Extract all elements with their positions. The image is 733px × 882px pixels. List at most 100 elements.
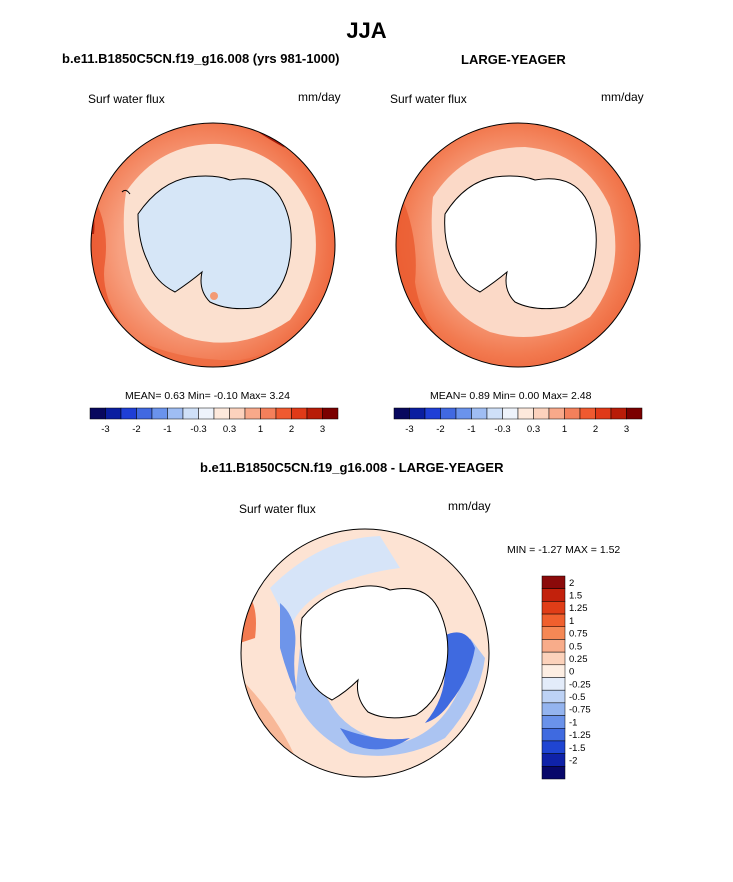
panel2-mean-label: MEAN= — [430, 390, 467, 402]
panel2-variable-label: Surf water flux — [390, 92, 467, 106]
panel2-colorbar-swatch — [393, 407, 410, 420]
panel2-map-border — [395, 122, 641, 368]
panel3-colorbar-tick-label: 1.5 — [569, 591, 582, 602]
panel3-colorbar-tick-label: -1.25 — [569, 730, 591, 741]
panel3-colorbar-swatch — [541, 575, 566, 589]
panel2-colorbar-swatch — [517, 407, 534, 420]
panel3-min-value: -1.27 — [538, 544, 563, 556]
panel3-colorbar-swatch — [541, 588, 566, 602]
panel1-colorbar-swatch — [198, 407, 215, 420]
panel1-colorbar-tick-label: -2 — [132, 424, 140, 435]
panel1-colorbar-swatch — [105, 407, 122, 420]
panel1-colorbar-swatch — [260, 407, 277, 420]
panel1-map-border — [90, 122, 336, 368]
panel1-colorbar-tick-label: -1 — [163, 424, 171, 435]
panel3-colorbar-tick-label: -1.5 — [569, 743, 585, 754]
panel2-colorbar-tick-label: 0.3 — [527, 424, 540, 435]
panel1-units-label: mm/day — [298, 90, 341, 104]
panel3-colorbar-swatch — [541, 728, 566, 742]
panel2-colorbar-tick-label: -1 — [467, 424, 475, 435]
panel3-colorbar-tick-label: -0.5 — [569, 692, 585, 703]
panel2-colorbar-swatch — [409, 407, 426, 420]
panel1-antarctica — [137, 175, 292, 310]
panel1-colorbar-tick-label: -3 — [101, 424, 109, 435]
panel3-colorbar-swatch — [541, 677, 566, 691]
panel3-map — [240, 528, 490, 778]
panel2-colorbar-swatch — [533, 407, 550, 420]
panel3-colorbar-tick-label: -0.25 — [569, 679, 591, 690]
panel2-colorbar-swatch — [471, 407, 488, 420]
panel1-colorbar-swatch — [306, 407, 323, 420]
panel3-colorbar-swatch — [541, 766, 566, 780]
panel2-map — [395, 122, 641, 368]
panel3-max-value: 1.52 — [599, 544, 621, 556]
panel2-colorbar-swatch — [564, 407, 581, 420]
panel2-colorbar-swatch — [440, 407, 457, 420]
panel2-colorbar-swatch — [548, 407, 565, 420]
panel3-colorbar-swatch — [541, 753, 566, 767]
panel3-max-label: MAX = — [565, 544, 597, 556]
panel1-colorbar-swatch — [229, 407, 246, 420]
panel3-colorbar-tick-label: 0 — [569, 667, 574, 678]
panel1-map — [90, 122, 336, 368]
panel3-colorbar-tick-label: 0.5 — [569, 641, 582, 652]
panel2-colorbar-tick-label: 3 — [624, 424, 629, 435]
panel1-colorbar-swatch — [151, 407, 168, 420]
panel2-colorbar-swatch — [424, 407, 441, 420]
panel3-colorbar-tick-label: -0.75 — [569, 705, 591, 716]
panel2-colorbar-tick-label: 1 — [562, 424, 567, 435]
panel1-coast-fragment — [121, 189, 131, 195]
panel3-colorbar-tick-label: -1 — [569, 717, 577, 728]
panel3-colorbar-tick-label: 1.25 — [569, 603, 588, 614]
panel3-header: b.e11.B1850C5CN.f19_g16.008 - LARGE-YEAG… — [200, 460, 504, 475]
panel3-colorbar-tick-label: -2 — [569, 755, 577, 766]
panel2-colorbar-swatch — [610, 407, 627, 420]
panel2-colorbar-swatch — [626, 407, 643, 420]
panel3-colorbar-swatch — [541, 702, 566, 716]
panel2-colorbar-tick-label: -0.3 — [494, 424, 510, 435]
panel1-min-label: Min= — [187, 390, 211, 402]
panel3-units-label: mm/day — [448, 499, 491, 513]
panel2-colorbar-swatch — [502, 407, 519, 420]
panel2-colorbar-swatch — [595, 407, 612, 420]
panel1-colorbar-tick-label: 3 — [320, 424, 325, 435]
panel2-min-value: 0.00 — [518, 390, 540, 402]
panel3-colorbar-swatch — [541, 664, 566, 678]
panel3-colorbar-tick-label: 0.75 — [569, 629, 588, 640]
panel1-colorbar-swatch — [167, 407, 184, 420]
panel1-colorbar: -3 -2 -1 -0.3 0.3 1 2 3 — [89, 407, 339, 435]
panel3-minmax: MIN = -1.27 MAX = 1.52 — [507, 544, 620, 556]
panel2-units-label: mm/day — [601, 90, 644, 104]
panel3-colorbar-tick-label: 0.25 — [569, 654, 588, 665]
panel2-colorbar-swatch — [486, 407, 503, 420]
panel2-min-label: Min= — [492, 390, 516, 402]
panel2-colorbar-tick-label: -2 — [436, 424, 444, 435]
panel1-colorbar-swatch — [244, 407, 261, 420]
panel1-mean-value: 0.63 — [164, 390, 185, 402]
panel1-stats: MEAN= 0.63 Min= -0.10 Max= 3.24 — [125, 390, 290, 402]
panel1-coast-anomaly — [210, 292, 218, 300]
panel1-colorbar-swatch — [120, 407, 137, 420]
panel1-colorbar-tick-label: 1 — [258, 424, 263, 435]
panel3-antarctica — [300, 585, 449, 719]
panel1-colorbar-tick-label: 0.3 — [223, 424, 236, 435]
panel1-colorbar-swatch — [136, 407, 153, 420]
panel3-colorbar-swatch — [541, 651, 566, 666]
panel1-min-value: -0.10 — [213, 390, 238, 402]
panel3-colorbar-tick-label: 2 — [569, 578, 574, 589]
panel3-map-border — [240, 528, 490, 778]
panel1-colorbar-swatch — [213, 407, 230, 420]
panel2-max-value: 2.48 — [570, 390, 592, 402]
panel3-blue-ring — [295, 638, 485, 756]
panel3-colorbar-swatch — [541, 626, 566, 640]
panel3-colorbar-swatch — [541, 740, 566, 754]
panel1-colorbar-tick-label: 2 — [289, 424, 294, 435]
panel1-variable-label: Surf water flux — [88, 92, 165, 106]
panel2-colorbar-tick-label: 2 — [593, 424, 598, 435]
panel3-colorbar-swatch — [541, 639, 566, 653]
panel2-stats: MEAN= 0.89 Min= 0.00 Max= 2.48 — [430, 390, 591, 402]
panel2-antarctica — [444, 175, 597, 310]
panel2-header: LARGE-YEAGER — [461, 52, 566, 67]
panel3-colorbar-tick-label: 1 — [569, 616, 574, 627]
panel2-max-label: Max= — [542, 390, 569, 402]
